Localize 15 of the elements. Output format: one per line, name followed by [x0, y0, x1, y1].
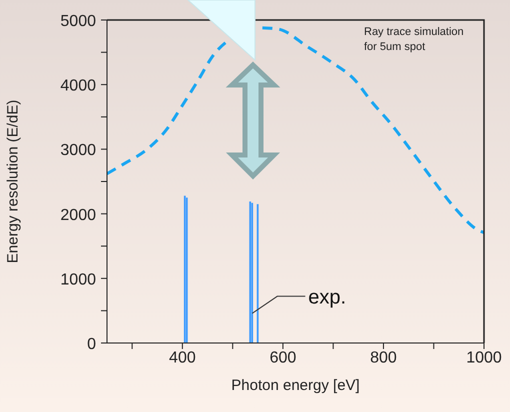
y-tick-label: 1000	[60, 271, 96, 288]
line-series	[107, 26, 484, 234]
y-tick-label: 0	[87, 336, 96, 353]
y-tick-label: 4000	[60, 78, 96, 95]
x-axis-title: Photon energy [eV]	[231, 377, 360, 394]
y-tick-label: 5000	[60, 13, 96, 30]
x-tick-label: 800	[370, 349, 397, 366]
y-axis-title: Energy resolution (E/dE)	[4, 100, 22, 264]
annotation: Ray trace simulation for 5um spot	[364, 26, 464, 53]
y-tick-label: 3000	[60, 142, 96, 160]
annotation: exp.	[308, 286, 346, 308]
x-tick-label: 400	[169, 349, 196, 366]
x-tick-label: 1000	[466, 349, 502, 366]
x-tick-label: 600	[270, 349, 296, 366]
y-tick-label: 2000	[60, 206, 96, 224]
